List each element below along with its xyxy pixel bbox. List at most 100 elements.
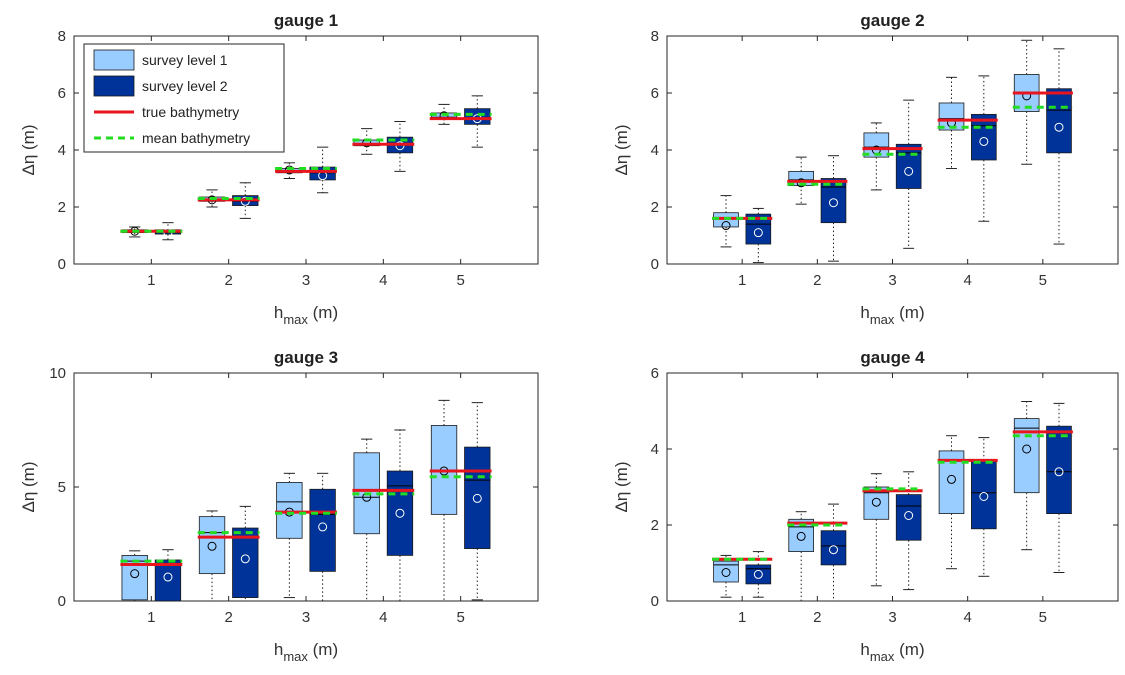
y-tick-label: 6: [651, 85, 659, 102]
y-tick-label: 0: [651, 593, 659, 610]
x-tick-label: 4: [379, 609, 387, 626]
y-tick-label: 4: [651, 441, 659, 458]
box-survey-1: [713, 560, 739, 583]
box-survey-2: [971, 459, 997, 530]
y-tick-label: 8: [651, 28, 659, 45]
x-tick-label: 2: [224, 609, 232, 626]
mean-marker: [979, 492, 989, 501]
mean-marker: [1022, 444, 1032, 454]
legend-label: survey level 1: [142, 52, 228, 68]
x-tick-label: 4: [963, 272, 971, 289]
box-survey-2: [309, 488, 336, 572]
box-survey-2: [971, 113, 997, 161]
mean-marker: [828, 198, 838, 208]
mean-marker: [828, 545, 838, 555]
y-tick-label: 5: [58, 479, 66, 496]
box-survey-2: [895, 143, 922, 189]
y-tick-label: 2: [651, 199, 659, 216]
x-axis-label-unit: (m): [894, 303, 924, 322]
box-survey-2: [820, 178, 847, 224]
x-axis-label: hmax (m): [860, 640, 924, 664]
y-tick-label: 2: [651, 517, 659, 534]
mean-marker: [130, 569, 140, 579]
mean-marker: [979, 136, 989, 146]
chart-panel-2: 0 2 4 6 8 1 2 3 4 5 gauge 2 hmax (m) Δη (m): [612, 11, 1119, 327]
y-tick-label: 4: [651, 142, 659, 159]
x-axis-label-unit: (m): [894, 640, 924, 659]
chart-panel-4: 0 2 4 6 1 2 3 4 5 gauge 4 hmax (m) Δη (m): [612, 348, 1119, 664]
mean-marker: [721, 221, 731, 231]
legend-label: survey level 2: [142, 78, 228, 94]
box-survey-1: [1013, 418, 1040, 494]
legend-label: true bathymetry: [142, 104, 239, 120]
chart-panel-3: 0 5 10 1 2 3 4 5 gauge 3 hmax (m) Δη (m): [19, 348, 539, 664]
y-axis-label: Δη (m): [612, 461, 631, 512]
x-axis-label: hmax (m): [274, 303, 338, 327]
plot-area: [666, 372, 1119, 602]
x-tick-label: 2: [224, 272, 232, 289]
y-tick-label: 6: [58, 85, 66, 102]
box-survey-2: [745, 564, 772, 585]
x-tick-label: 2: [813, 609, 821, 626]
x-tick-label: 3: [888, 609, 896, 626]
legend-label: mean bathymetry: [142, 130, 250, 146]
x-axis-label-subscript: max: [870, 649, 895, 664]
x-tick-label: 1: [738, 272, 746, 289]
x-tick-label: 3: [302, 272, 310, 289]
x-axis-label-main: h: [860, 303, 869, 322]
y-tick-label: 8: [58, 28, 66, 45]
legend-swatch: [93, 75, 135, 97]
chart-title: gauge 1: [274, 11, 338, 30]
x-tick-label: 1: [738, 609, 746, 626]
box-survey-2: [464, 446, 491, 549]
x-tick-label: 1: [147, 272, 155, 289]
box-survey-1: [938, 102, 965, 131]
x-tick-label: 5: [1039, 272, 1047, 289]
y-axis-label: Δη (m): [19, 124, 38, 175]
mean-marker: [207, 541, 217, 551]
y-tick-label: 2: [58, 199, 66, 216]
mean-marker: [753, 228, 763, 238]
box-survey-2: [895, 494, 922, 541]
box-survey-2: [1046, 425, 1072, 515]
x-tick-label: 2: [813, 272, 821, 289]
x-tick-label: 4: [379, 272, 387, 289]
x-axis-label-unit: (m): [308, 640, 338, 659]
x-tick-label: 5: [456, 272, 464, 289]
x-axis-label-subscript: max: [870, 312, 895, 327]
x-axis-label-main: h: [274, 640, 283, 659]
plot-area: [73, 372, 539, 602]
mean-marker: [871, 497, 881, 507]
x-axis-label: hmax (m): [860, 303, 924, 327]
x-axis-label: hmax (m): [274, 640, 338, 664]
x-axis-label-main: h: [274, 303, 283, 322]
box-survey-2: [820, 530, 847, 566]
x-axis-label-subscript: max: [283, 312, 308, 327]
mean-marker: [796, 531, 806, 541]
mean-marker: [1054, 122, 1064, 132]
chart-title: gauge 4: [860, 348, 925, 367]
legend: survey level 1 survey level 2 true bathyme…: [83, 43, 285, 153]
y-axis-label: Δη (m): [612, 124, 631, 175]
legend-swatch: [93, 49, 135, 71]
box-survey-1: [276, 482, 303, 539]
y-axis-label: Δη (m): [19, 461, 38, 512]
mean-marker: [904, 166, 914, 176]
mean-marker: [753, 569, 763, 579]
box-survey-2: [154, 559, 182, 602]
box-survey-2: [464, 108, 491, 125]
x-tick-label: 3: [302, 609, 310, 626]
mean-marker: [395, 508, 405, 518]
chart-title: gauge 3: [274, 348, 338, 367]
mean-marker: [947, 474, 957, 484]
mean-marker: [721, 568, 731, 577]
mean-marker: [472, 493, 482, 503]
x-axis-label-main: h: [860, 640, 869, 659]
x-tick-label: 4: [963, 609, 971, 626]
y-tick-label: 6: [651, 365, 659, 382]
mean-marker: [163, 572, 173, 582]
y-tick-label: 0: [651, 256, 659, 273]
x-tick-label: 1: [147, 609, 155, 626]
x-axis-label-unit: (m): [308, 303, 338, 322]
